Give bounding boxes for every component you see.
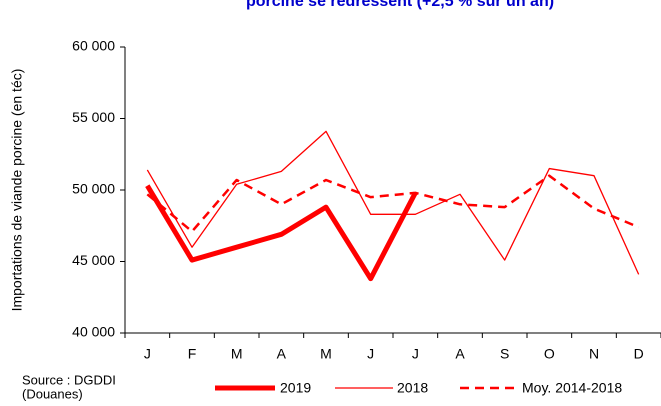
series-line	[146, 174, 640, 233]
y-tick-label: 50 000	[72, 181, 115, 197]
series-line	[145, 184, 418, 282]
legend-label: Moy. 2014-2018	[522, 380, 622, 396]
x-tick-label: D	[634, 346, 644, 362]
x-tick-label: F	[188, 346, 197, 362]
series-line	[146, 130, 640, 275]
legend-label: 2019	[280, 380, 311, 396]
y-tick-label: 60 000	[72, 38, 115, 54]
chart-title: porcine se redressent (+2,5 % sur un an)	[246, 0, 554, 10]
source: (Douanes)	[22, 386, 83, 401]
y-axis-label: Importations de viande porcine (en téc)	[9, 69, 25, 312]
x-tick-label: N	[589, 346, 599, 362]
x-tick-label: J	[367, 346, 374, 362]
x-tick-label: A	[277, 346, 287, 362]
source: Source : DGDDI	[22, 372, 116, 387]
legend-label: 2018	[397, 380, 428, 396]
x-tick-label: J	[144, 346, 151, 362]
y-tick-label: 45 000	[72, 252, 115, 268]
y-tick-label: 40 000	[72, 324, 115, 340]
x-tick-label: M	[320, 346, 332, 362]
x-tick-label: M	[231, 346, 243, 362]
x-tick-label: S	[500, 346, 509, 362]
x-tick-label: J	[412, 346, 419, 362]
x-tick-label: O	[544, 346, 555, 362]
x-tick-label: A	[455, 346, 465, 362]
y-tick-label: 55 000	[72, 109, 115, 125]
